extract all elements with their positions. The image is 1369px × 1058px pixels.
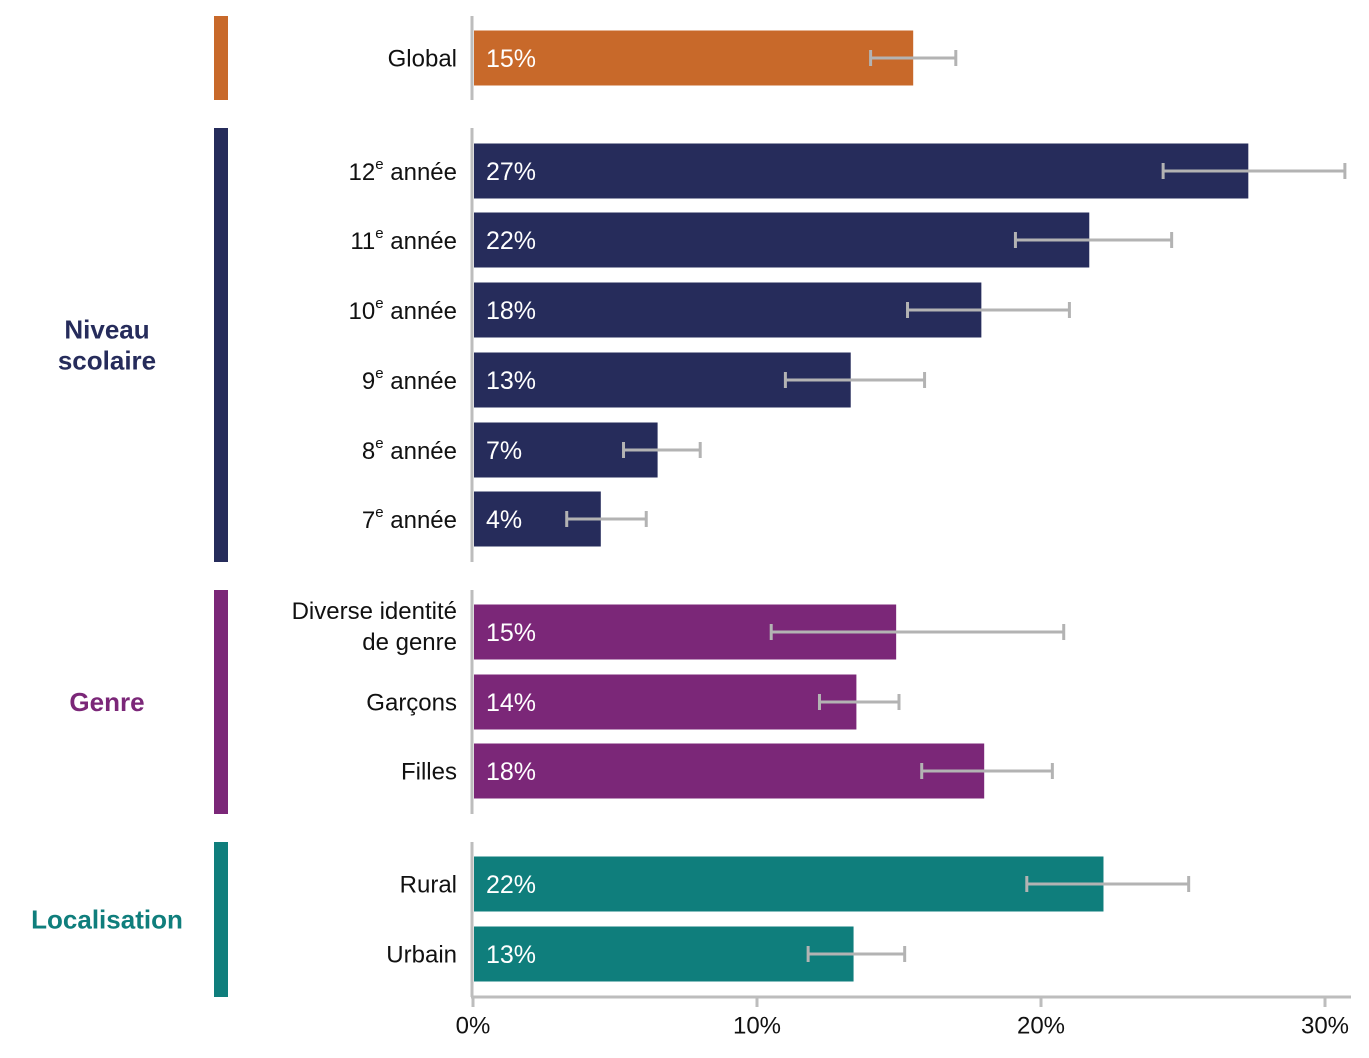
category-label: 8e année [362,435,457,465]
group-label: scolaire [58,346,156,376]
bar [474,856,1104,912]
category-label: 11e année [350,225,457,255]
group-label: Localisation [31,905,183,935]
data-label: 15% [486,45,536,73]
data-label: 7% [486,437,522,465]
data-label: 4% [486,506,522,534]
data-label: 15% [486,619,536,647]
group-label: Niveau [64,315,149,345]
group-bracket [214,842,228,997]
bar [474,30,914,86]
category-label: Rural [400,872,457,899]
category-label: 9e année [362,365,457,395]
data-label: 22% [486,871,536,899]
group-bracket [214,128,228,562]
bar [474,743,985,799]
data-label: 13% [486,367,536,395]
category-label: Global [388,46,457,73]
bar [474,212,1090,268]
x-tick-label: 0% [456,1013,491,1040]
data-label: 13% [486,941,536,969]
category-label: Diverse identité [292,598,457,625]
x-tick-label: 20% [1017,1013,1065,1040]
category-label: 10e année [349,295,457,325]
data-label: 18% [486,297,536,325]
group-bracket [214,16,228,100]
group-bracket [214,590,228,814]
x-tick-label: 30% [1301,1013,1349,1040]
category-label: Filles [401,759,457,786]
bar [474,926,854,982]
data-label: 22% [486,227,536,255]
data-label: 27% [486,158,536,186]
data-label: 18% [486,758,536,786]
bar [474,282,982,338]
category-label: 7e année [362,504,457,534]
category-label: Garçons [366,690,457,717]
category-label: Urbain [386,942,457,969]
category-label: 12e année [349,156,457,186]
x-tick-label: 10% [733,1013,781,1040]
bar [474,143,1249,199]
category-label: de genre [362,629,457,656]
data-label: 14% [486,689,536,717]
bar [474,674,857,730]
group-label: Genre [69,687,144,717]
